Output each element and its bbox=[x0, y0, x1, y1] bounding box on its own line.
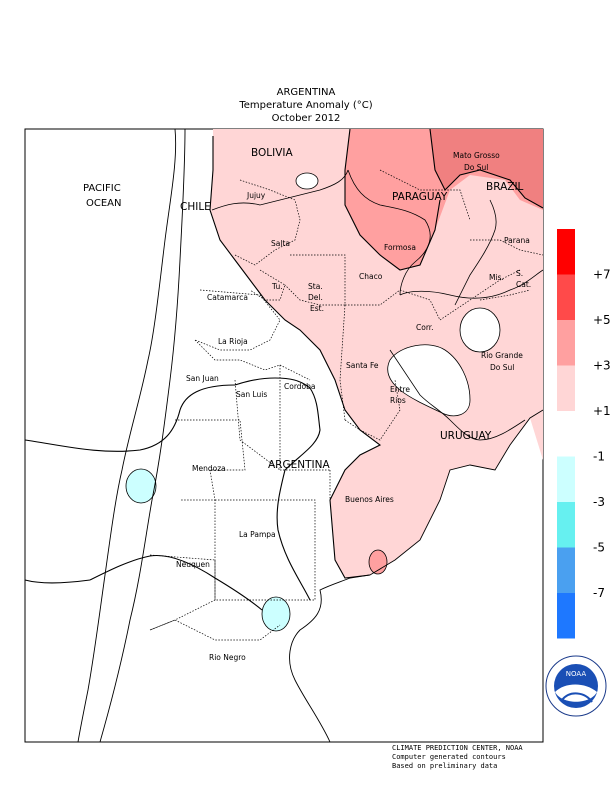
country-borders bbox=[211, 169, 544, 441]
province-borders bbox=[149, 169, 544, 641]
label-matogrosso-dosul: Do Sul bbox=[464, 163, 488, 172]
legend-tick-label: +3 bbox=[593, 359, 611, 373]
label-chile: CHILE bbox=[180, 201, 211, 213]
label-rionegro: Rio Negro bbox=[209, 653, 246, 662]
legend-swatch bbox=[557, 274, 575, 320]
legend-colorbar bbox=[557, 229, 575, 639]
label-buenosaires: Buenos Aires bbox=[345, 495, 394, 504]
legend-tick-label: +1 bbox=[593, 404, 611, 418]
legend-ticks: +7 +5 +3 +1 -1 -3 -5 -7 bbox=[593, 268, 611, 601]
label-matogrosso: Mato Grosso bbox=[453, 151, 500, 160]
anomaly-hole-entrerios bbox=[387, 344, 471, 417]
noaa-logo-text: NOAA bbox=[566, 670, 587, 678]
label-brazil: BRAZIL bbox=[486, 181, 524, 193]
legend-swatch bbox=[557, 411, 575, 457]
label-parana: Parana bbox=[504, 236, 530, 245]
label-misiones: Mis. bbox=[489, 273, 504, 282]
label-formosa: Formosa bbox=[384, 243, 416, 252]
anomaly-spot-minus1-south bbox=[261, 596, 291, 632]
noaa-logo: NOAA bbox=[545, 655, 607, 717]
label-sde-del: Del. bbox=[308, 293, 323, 302]
label-uruguay: URUGUAY bbox=[440, 430, 492, 442]
legend-swatch bbox=[557, 593, 575, 639]
label-neuquen: Neuquen bbox=[176, 560, 210, 569]
credit-line-1: CLIMATE PREDICTION CENTER, NOAA bbox=[392, 744, 523, 752]
label-lapampa: La Pampa bbox=[239, 530, 276, 539]
legend-swatch bbox=[557, 229, 575, 275]
legend-tick-label: +5 bbox=[593, 313, 611, 327]
label-chaco: Chaco bbox=[359, 272, 383, 281]
anomaly-region-plus5 bbox=[430, 129, 543, 208]
legend-swatch bbox=[557, 547, 575, 593]
legend-swatch bbox=[557, 365, 575, 411]
label-argentina: ARGENTINA bbox=[268, 459, 330, 471]
anomaly-hole-bolivia bbox=[295, 172, 319, 190]
coastlines bbox=[77, 128, 544, 743]
label-riogrande-dosul: Do Sul bbox=[490, 363, 514, 372]
legend-tick-label: -7 bbox=[593, 586, 605, 600]
label-santafe: Santa Fe bbox=[346, 361, 379, 370]
label-larioja: La Rioja bbox=[218, 337, 248, 346]
label-jujuy: Jujuy bbox=[246, 191, 266, 200]
legend-tick-label: -1 bbox=[593, 450, 605, 464]
anomaly-spot-minus1-west bbox=[125, 468, 157, 504]
map-subtitle: Temperature Anomaly (°C) bbox=[239, 100, 373, 111]
legend-tick-label: -5 bbox=[593, 541, 605, 555]
label-riogrande: Rio Grande bbox=[481, 351, 523, 360]
legend-swatch bbox=[557, 320, 575, 366]
credit-line-2: Computer generated contours bbox=[392, 753, 506, 761]
label-scat-s: S. bbox=[516, 269, 523, 278]
label-ocean: OCEAN bbox=[86, 198, 122, 209]
label-mendoza: Mendoza bbox=[192, 464, 226, 473]
label-paraguay: PARAGUAY bbox=[392, 191, 448, 203]
label-sde-est: Est. bbox=[310, 304, 324, 313]
label-sanluis: San Luis bbox=[236, 390, 267, 399]
legend-tick-label: +7 bbox=[593, 268, 611, 282]
legend-tick-label: -3 bbox=[593, 495, 605, 509]
anomaly-contours bbox=[24, 128, 544, 611]
legend-swatch bbox=[557, 456, 575, 502]
legend-swatch bbox=[557, 502, 575, 548]
anomaly-region-plus1 bbox=[210, 129, 543, 578]
label-pacific: PACIFIC bbox=[83, 183, 121, 194]
anomaly-hole-brazil bbox=[459, 307, 501, 353]
label-entrerios-rios: Rios bbox=[390, 396, 406, 405]
label-scat-cat: Cat. bbox=[516, 280, 531, 289]
label-tucuman: Tu. bbox=[271, 282, 283, 291]
credit-line-3: Based on preliminary data bbox=[392, 762, 498, 770]
map-title: ARGENTINA bbox=[276, 87, 336, 98]
map-date: October 2012 bbox=[271, 113, 341, 124]
label-sde-sta: Sta. bbox=[308, 282, 323, 291]
label-cordoba: Cordoba bbox=[284, 382, 315, 391]
label-salta: Salta bbox=[271, 239, 290, 248]
label-sanjuan: San Juan bbox=[186, 374, 219, 383]
label-catamarca: Catamarca bbox=[207, 293, 248, 302]
label-entrerios-entre: Entre bbox=[390, 385, 410, 394]
label-bolivia: BOLIVIA bbox=[251, 147, 294, 159]
label-corrientes: Corr. bbox=[416, 323, 434, 332]
